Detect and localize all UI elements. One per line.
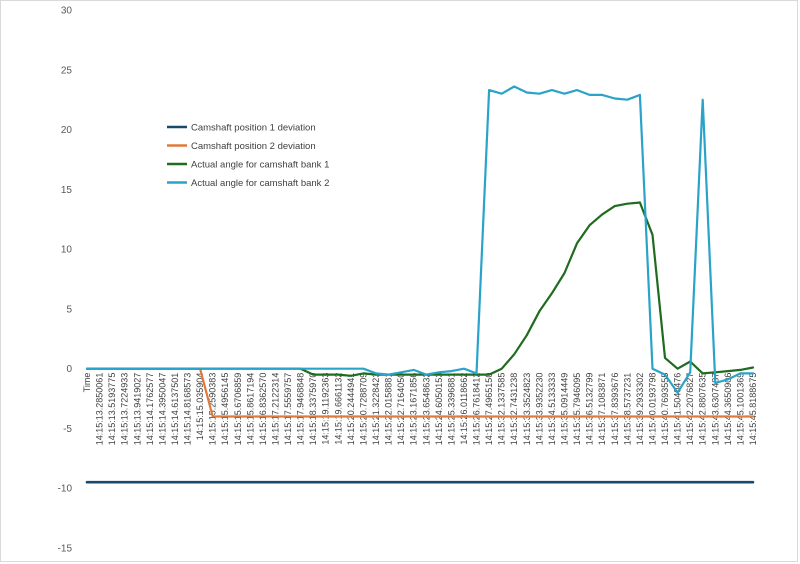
x-axis: Time 14:15:13.2850061 14:15:13.5193775 14:1… [82,373,758,446]
x-category-label: 14:15:43.6307487 [710,373,720,446]
x-category-label: 14:15:45.8188675 [748,373,758,446]
x-category-label: 14:15:35.7946095 [572,373,582,446]
x-category-label: 14:15:22.7164050 [396,373,406,446]
x-category-label: 14:15:14.6137501 [170,373,180,446]
y-tick-label: 15 [61,185,73,196]
x-category-label: 14:15:37.8393676 [610,373,620,446]
x-category-label: 14:15:17.5559757 [283,373,293,446]
legend-label: Actual angle for camshaft bank 1 [191,160,329,171]
legend-label: Camshaft position 2 deviation [191,141,316,152]
x-category-label: 14:15:42.2076827 [685,373,695,446]
x-category-label: 14:15:41.5040476 [673,373,683,446]
x-category-label: 14:15:19.1192363 [321,373,331,445]
x-category-label: 14:15:34.5133333 [547,373,557,446]
x-category-label: 14:15:22.0158881 [384,373,394,446]
y-tick-label: 30 [61,6,73,17]
y-tick-label: 0 [66,364,72,375]
x-category-label: 14:15:25.3396881 [446,373,456,446]
y-tick-label: -5 [63,424,72,435]
x-category-label: 14:15:27.4965150 [484,373,494,446]
x-category-label: 14:15:17.2122314 [270,373,280,446]
x-category-label: 14:15:36.5132799 [585,373,595,446]
x-category-label: 14:15:14.3950047 [157,373,167,446]
legend-label: Actual angle for camshaft bank 2 [191,178,329,189]
x-category-label: 14:15:17.9468848 [296,373,306,446]
series-line [85,201,755,377]
y-tick-label: -10 [58,484,73,495]
x-category-label: 14:15:44.3650906 [723,373,733,446]
x-category-label: 14:15:37.1083871 [597,373,607,446]
x-category-label: 14:15:35.0914449 [560,373,570,446]
x-category-label: 14:15:39.2933302 [635,373,645,446]
x-category-label: 14:15:32.7431238 [509,373,519,446]
x-category-label: 14:15:42.8807635 [698,373,708,446]
y-tick-label: 25 [61,65,73,76]
x-category-label: Time [82,373,92,393]
x-category-label: 14:15:38.5737231 [622,373,632,446]
x-category-label: 14:15:16.8362570 [258,373,268,446]
x-category-label: 14:15:40.0193798 [647,373,657,446]
x-category-label: 14:15:15.2590383 [208,373,218,446]
y-tick-label: 20 [61,125,73,136]
x-category-label: 14:15:26.0118662 [459,373,469,445]
x-category-label: 14:15:19.6661132 [333,373,343,445]
x-category-label: 14:15:40.7693555 [660,373,670,446]
series-layer [85,85,755,484]
legend: Camshaft position 1 deviation Camshaft po… [167,123,329,189]
x-category-label: 14:15:32.1337585 [497,373,507,446]
series-line [85,85,755,394]
x-category-label: 14:15:20.7288709 [358,373,368,446]
y-tick-label: 10 [61,245,73,256]
x-category-label: 14:15:15.4956145 [220,373,230,446]
x-category-label: 14:15:26.7618412 [472,373,482,446]
x-category-label: 14:15:33.3524823 [522,373,532,446]
x-category-label: 14:15:13.9419027 [132,373,142,446]
x-category-label: 14:15:14.1762577 [145,373,155,446]
legend-label: Camshaft position 1 deviation [191,123,316,134]
y-tick-label: 5 [66,304,72,315]
x-category-label: 14:15:13.2850061 [95,373,105,446]
x-category-label: 14:15:45.1001369 [735,373,745,446]
y-axis: -15 -10 -5 0 5 10 15 20 25 30 [58,6,73,555]
x-category-label: 14:15:23.1671856 [409,373,419,446]
x-category-label: 14:15:15.6706859 [233,373,243,446]
x-category-label: 14:15:23.6548632 [421,373,431,446]
x-category-label: 14:15:18.3375970 [308,373,318,446]
x-category-label: 14:15:33.9352230 [534,373,544,446]
x-category-label: 14:15:13.7224933 [120,373,130,446]
x-category-label: 14:15:15.035904 [195,373,205,441]
y-tick-label: -15 [58,544,73,555]
x-category-label: 14:15:14.8168573 [183,373,193,446]
x-category-label: 14:15:24.6050153 [434,373,444,446]
x-category-label: 14:15:13.5193775 [107,373,117,446]
x-category-label: 14:15:21.3228423 [371,373,381,446]
x-category-label: 14:15:15.8617194 [245,373,255,446]
x-category-label: 14:15:20.2444941 [346,373,356,446]
